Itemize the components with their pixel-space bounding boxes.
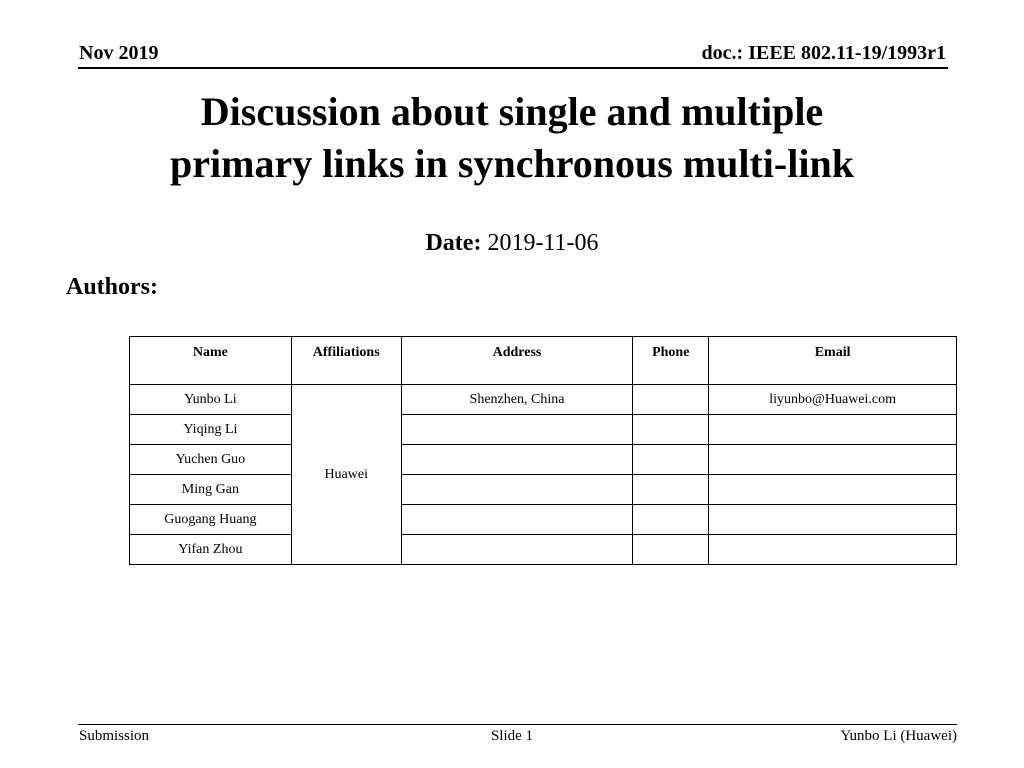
author-phone xyxy=(632,534,710,565)
header-date: Nov 2019 xyxy=(79,42,159,64)
footer-divider xyxy=(78,724,957,725)
header-doc-id: doc.: IEEE 802.11-19/1993r1 xyxy=(701,42,946,64)
table-row: Yuchen Guo xyxy=(129,444,957,475)
footer-submission: Submission xyxy=(79,728,150,744)
authors-table: Name Affiliations Address Phone Email Yu… xyxy=(129,336,957,565)
author-address xyxy=(400,504,634,535)
title-line-2: primary links in synchronous multi-link xyxy=(170,141,854,186)
slide-title: Discussion about single and multiple pri… xyxy=(0,86,1024,190)
footer-author: Yunbo Li (Huawei) xyxy=(840,728,957,744)
authors-label: Authors: xyxy=(66,274,159,300)
author-name: Guogang Huang xyxy=(129,504,292,535)
author-name: Yiqing Li xyxy=(129,414,292,445)
author-address xyxy=(400,414,634,445)
author-affiliation: Huawei xyxy=(290,384,402,565)
table-row: Yunbo Li Huawei Shenzhen, China liyunbo@… xyxy=(129,384,957,565)
author-email: liyunbo@Huawei.com xyxy=(708,384,957,415)
author-address xyxy=(400,474,634,505)
author-email xyxy=(708,534,957,565)
author-phone xyxy=(632,504,710,535)
table-row: Yiqing Li xyxy=(129,414,957,445)
header-phone: Phone xyxy=(632,336,710,385)
author-address xyxy=(400,534,634,565)
date-label: Date: xyxy=(425,230,482,256)
header-affiliations: Affiliations xyxy=(290,336,402,385)
author-name: Yunbo Li xyxy=(129,384,292,415)
footer-slide-number: Slide 1 xyxy=(490,728,534,744)
date-line: Date: 2019-11-06 xyxy=(0,230,1024,257)
author-email xyxy=(708,444,957,475)
author-email xyxy=(708,414,957,445)
author-phone xyxy=(632,444,710,475)
author-address: Shenzhen, China xyxy=(400,384,634,415)
header-divider xyxy=(78,67,948,69)
header-email: Email xyxy=(708,336,957,385)
table-row: Yifan Zhou xyxy=(129,534,957,565)
author-phone xyxy=(632,474,710,505)
author-phone xyxy=(632,414,710,445)
header-name: Name xyxy=(129,336,292,385)
table-row: Guogang Huang xyxy=(129,504,957,535)
author-address xyxy=(400,444,634,475)
author-name: Yifan Zhou xyxy=(129,534,292,565)
date-value: 2019-11-06 xyxy=(487,230,599,256)
author-name: Yuchen Guo xyxy=(129,444,292,475)
header-address: Address xyxy=(400,336,634,385)
author-phone xyxy=(632,384,710,415)
author-email xyxy=(708,504,957,535)
author-name: Ming Gan xyxy=(129,474,292,505)
table-row: Ming Gan xyxy=(129,474,957,505)
author-email xyxy=(708,474,957,505)
table-header-row: Name Affiliations Address Phone Email xyxy=(129,336,957,385)
title-line-1: Discussion about single and multiple xyxy=(200,89,824,134)
